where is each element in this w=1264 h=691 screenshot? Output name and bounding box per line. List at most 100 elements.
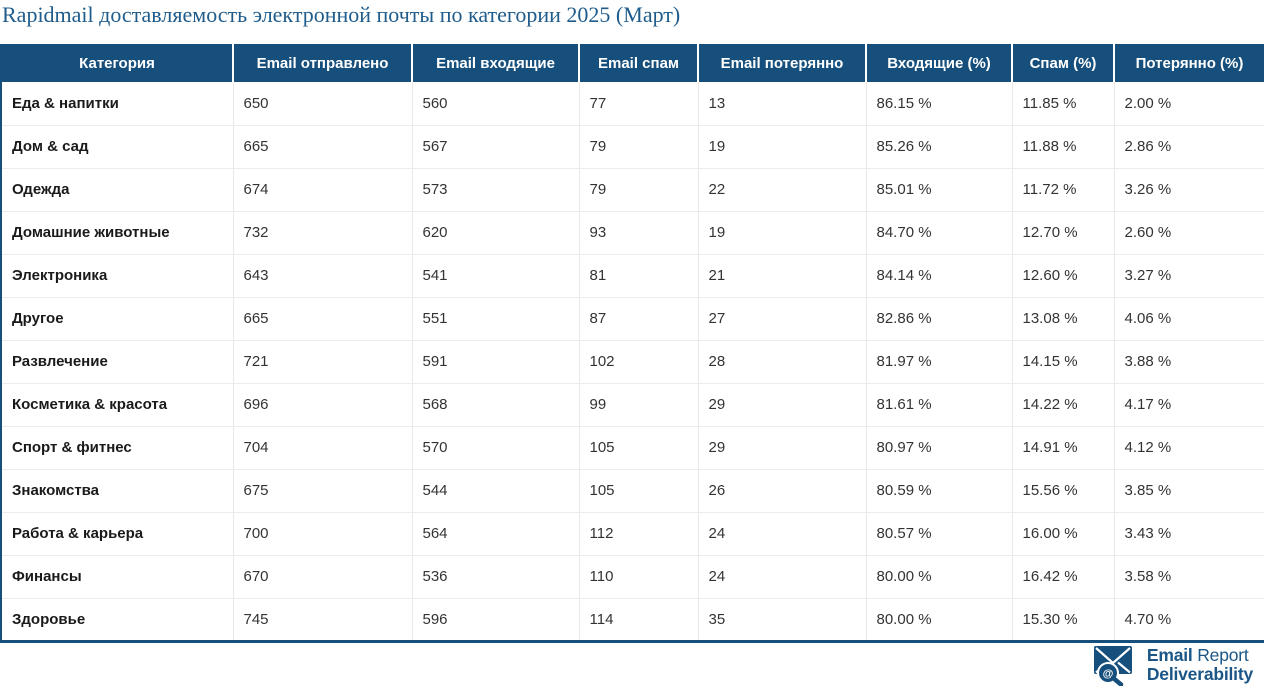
cell-value: 704 — [233, 426, 413, 470]
cell-value: 3.26 % — [1114, 168, 1264, 212]
cell-value: 596 — [412, 598, 580, 643]
cell-value: 544 — [412, 469, 580, 513]
cell-value: 15.56 % — [1012, 469, 1115, 513]
cell-value: 14.91 % — [1012, 426, 1115, 470]
cell-category: Косметика & красота — [1, 383, 234, 427]
cell-category: Электроника — [1, 254, 234, 298]
cell-value: 4.12 % — [1114, 426, 1264, 470]
table-row: Домашние животные 732 620 93 19 84.70 % 12.70 … — [1, 211, 1264, 255]
table-row: Дом & сад 665 567 79 19 85.26 % 11.88 % 2.86 % — [1, 125, 1264, 169]
cell-value: 665 — [233, 125, 413, 169]
cell-value: 643 — [233, 254, 413, 298]
cell-value: 564 — [412, 512, 580, 556]
cell-value: 81.97 % — [866, 340, 1013, 384]
cell-category: Здоровье — [1, 598, 234, 643]
cell-category: Домашние животные — [1, 211, 234, 255]
cell-value: 80.59 % — [866, 469, 1013, 513]
column-header-7: Спам (%) — [1012, 44, 1115, 82]
cell-category: Знакомства — [1, 469, 234, 513]
cell-value: 19 — [698, 211, 867, 255]
cell-value: 81 — [579, 254, 699, 298]
table-body: Еда & напитки 650 560 77 13 86.15 % 11.85 % 2.0… — [1, 82, 1264, 643]
cell-value: 11.88 % — [1012, 125, 1115, 169]
cell-value: 24 — [698, 555, 867, 599]
cell-value: 24 — [698, 512, 867, 556]
cell-value: 81.61 % — [866, 383, 1013, 427]
cell-value: 16.42 % — [1012, 555, 1115, 599]
brand-line-1: Email Report — [1147, 646, 1253, 665]
cell-value: 84.14 % — [866, 254, 1013, 298]
cell-value: 536 — [412, 555, 580, 599]
cell-value: 12.70 % — [1012, 211, 1115, 255]
cell-value: 560 — [412, 82, 580, 126]
cell-category: Финансы — [1, 555, 234, 599]
cell-value: 85.01 % — [866, 168, 1013, 212]
cell-value: 29 — [698, 383, 867, 427]
table-row: Развлечение 721 591 102 28 81.97 % 14.15 % 3.88… — [1, 340, 1264, 384]
cell-value: 93 — [579, 211, 699, 255]
cell-value: 82.86 % — [866, 297, 1013, 341]
cell-value: 2.86 % — [1114, 125, 1264, 169]
cell-value: 99 — [579, 383, 699, 427]
column-header-2: Email отправлено — [233, 44, 413, 82]
cell-category: Дом & сад — [1, 125, 234, 169]
cell-category: Развлечение — [1, 340, 234, 384]
cell-value: 4.06 % — [1114, 297, 1264, 341]
cell-value: 620 — [412, 211, 580, 255]
cell-value: 15.30 % — [1012, 598, 1115, 643]
cell-value: 3.43 % — [1114, 512, 1264, 556]
deliverability-table: Категория Email отправлено Email входящие E… — [0, 44, 1264, 643]
cell-value: 26 — [698, 469, 867, 513]
cell-value: 27 — [698, 297, 867, 341]
table-row: Косметика & красота 696 568 99 29 81.61 % 14.2… — [1, 383, 1264, 427]
cell-value: 19 — [698, 125, 867, 169]
cell-category: Другое — [1, 297, 234, 341]
cell-value: 21 — [698, 254, 867, 298]
cell-value: 541 — [412, 254, 580, 298]
cell-value: 114 — [579, 598, 699, 643]
cell-value: 29 — [698, 426, 867, 470]
cell-value: 105 — [579, 469, 699, 513]
cell-value: 105 — [579, 426, 699, 470]
cell-value: 670 — [233, 555, 413, 599]
cell-value: 102 — [579, 340, 699, 384]
cell-value: 86.15 % — [866, 82, 1013, 126]
cell-value: 87 — [579, 297, 699, 341]
cell-value: 745 — [233, 598, 413, 643]
column-header-8: Потерянно (%) — [1114, 44, 1264, 82]
cell-value: 573 — [412, 168, 580, 212]
cell-value: 4.70 % — [1114, 598, 1264, 643]
cell-value: 721 — [233, 340, 413, 384]
cell-value: 696 — [233, 383, 413, 427]
at-glyph: @ — [1102, 667, 1113, 679]
email-magnifier-icon: @ — [1093, 645, 1132, 686]
cell-value: 28 — [698, 340, 867, 384]
table-row: Знакомства 675 544 105 26 80.59 % 15.56 % 3.85 … — [1, 469, 1264, 513]
cell-value: 650 — [233, 82, 413, 126]
cell-value: 22 — [698, 168, 867, 212]
cell-value: 675 — [233, 469, 413, 513]
table-row: Одежда 674 573 79 22 85.01 % 11.72 % 3.26 % — [1, 168, 1264, 212]
cell-value: 732 — [233, 211, 413, 255]
cell-value: 79 — [579, 125, 699, 169]
cell-category: Еда & напитки — [1, 82, 234, 126]
column-header-3: Email входящие — [412, 44, 580, 82]
brand-logo-text: Email Report Deliverability — [1147, 646, 1253, 684]
table-header-row: Категория Email отправлено Email входящие E… — [1, 44, 1264, 82]
cell-value: 16.00 % — [1012, 512, 1115, 556]
cell-category: Спорт & фитнес — [1, 426, 234, 470]
column-header-1: Категория — [1, 44, 234, 82]
column-header-5: Email потерянно — [698, 44, 867, 82]
cell-value: 3.88 % — [1114, 340, 1264, 384]
cell-value: 700 — [233, 512, 413, 556]
cell-category: Одежда — [1, 168, 234, 212]
brand-name-regular: Report — [1197, 645, 1249, 665]
cell-value: 35 — [698, 598, 867, 643]
cell-value: 80.00 % — [866, 598, 1013, 643]
table-row: Электроника 643 541 81 21 84.14 % 12.60 % 3.27 … — [1, 254, 1264, 298]
cell-value: 80.57 % — [866, 512, 1013, 556]
cell-value: 3.58 % — [1114, 555, 1264, 599]
table-row: Здоровье 745 596 114 35 80.00 % 15.30 % 4.70 % — [1, 598, 1264, 643]
footer: @ Email Report Deliverability — [0, 643, 1264, 688]
cell-value: 591 — [412, 340, 580, 384]
